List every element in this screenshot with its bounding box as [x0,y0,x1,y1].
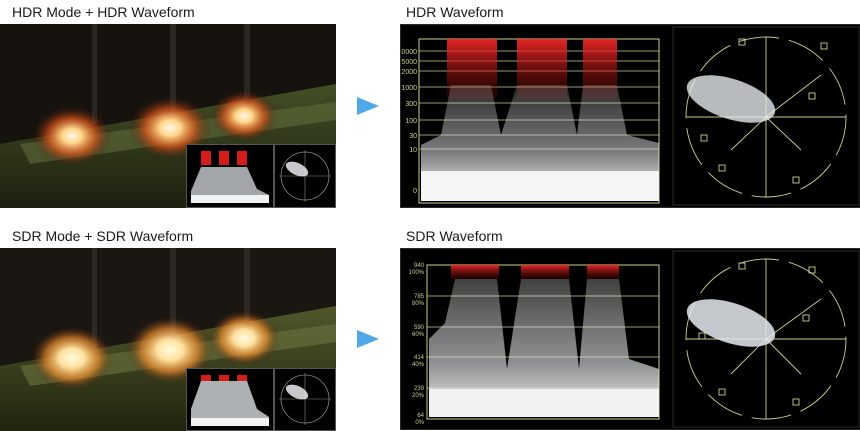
hdr-inset-waveform [186,144,274,208]
sdr-scale-code: 239 [414,386,425,392]
sdr-scale-percent: 0% [415,420,424,426]
hdr-scale-label: 300 [405,101,417,108]
hdr-scale-label: 100 [405,118,417,125]
hdr-scale-label: 10 [409,147,417,154]
arrow-right-icon [357,97,379,115]
sdr-mode-photo [0,248,336,431]
hdr-scale-label: 10000 [401,49,417,56]
sdr-mode-title: SDR Mode + SDR Waveform [12,228,194,244]
sdr-inset-waveform [186,368,274,431]
sdr-scale-code: 590 [414,325,425,331]
hdr-scale-label: 30 [409,133,417,140]
sdr-scale-code: 64 [417,413,424,419]
sdr-scale-code: 785 [414,294,425,300]
sdr-scope-panel: 940 100% 785 80% 590 60% 414 40% 239 20% 64 0% [400,248,860,430]
sdr-scale-percent: 40% [412,362,425,368]
hdr-waveform-title: HDR Waveform [406,4,504,20]
hdr-scale-label: 2000 [401,69,417,76]
hdr-mode-title: HDR Mode + HDR Waveform [12,4,195,20]
hdr-scale-label: 1000 [401,85,417,92]
hdr-scale-label: 5000 [401,59,417,66]
sdr-scale-code: 414 [414,355,425,361]
sdr-scale-percent: 80% [412,301,425,307]
sdr-waveform-title: SDR Waveform [406,228,503,244]
sdr-inset-vectorscope [274,368,336,431]
hdr-scale-label: 0 [413,188,417,195]
sdr-scale-percent: 60% [412,332,425,338]
hdr-inset-vectorscope [274,144,336,208]
sdr-scale-percent: 20% [412,393,425,399]
sdr-scale-code: 940 [414,263,425,269]
sdr-scale-percent: 100% [409,270,425,276]
hdr-scope-panel: 1000050002000100030010030100 [400,24,860,208]
arrow-right-icon [357,330,379,348]
hdr-mode-photo [0,24,336,208]
